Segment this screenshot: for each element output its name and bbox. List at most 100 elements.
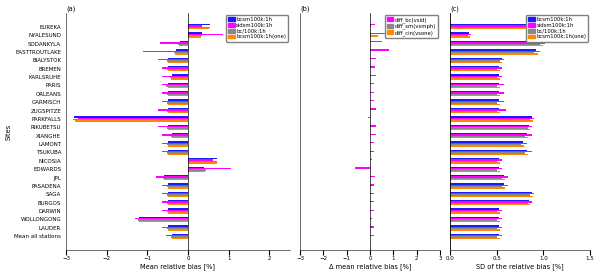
Bar (168, 104, 188, 105)
Bar (167, 228, 188, 229)
Bar (168, 192, 188, 193)
Bar (450, 225, 499, 227)
Bar (450, 150, 527, 151)
Bar (450, 62, 502, 63)
Bar (168, 99, 188, 101)
Bar (370, 25, 371, 27)
Bar (450, 211, 497, 213)
Legend: diff_bc(vsid), diff_sm(vsmph), diff_cin(vsone): diff_bc(vsid), diff_sm(vsmph), diff_cin(… (385, 15, 439, 38)
Bar (167, 94, 188, 95)
Bar (450, 171, 500, 172)
Bar (450, 186, 502, 187)
Bar (370, 58, 376, 59)
Bar (75, 120, 188, 122)
Bar (168, 91, 188, 92)
Bar (161, 210, 188, 211)
Bar (450, 177, 502, 179)
Bar (450, 228, 497, 229)
Bar (370, 75, 376, 76)
Bar (168, 183, 188, 185)
Bar (450, 217, 499, 218)
Bar (168, 150, 188, 151)
Bar (167, 127, 188, 129)
Bar (188, 24, 211, 25)
Bar (450, 74, 499, 76)
Bar (370, 125, 376, 127)
Bar (450, 36, 470, 38)
Bar (370, 209, 374, 211)
Bar (450, 58, 502, 59)
Bar (188, 36, 201, 38)
Bar (450, 145, 524, 147)
Bar (161, 67, 188, 69)
Bar (135, 218, 188, 219)
Bar (161, 143, 188, 144)
Bar (450, 119, 530, 120)
Bar (450, 141, 523, 143)
Bar (450, 33, 469, 34)
Bar (161, 227, 188, 228)
Bar (168, 141, 188, 143)
Bar (450, 154, 527, 155)
Bar (175, 53, 188, 55)
Bar (172, 233, 188, 235)
Bar (161, 134, 188, 136)
Bar (450, 126, 532, 127)
Bar (188, 25, 202, 27)
Bar (450, 196, 533, 197)
Bar (450, 151, 532, 152)
Bar (370, 134, 376, 135)
Bar (370, 159, 373, 160)
Bar (168, 83, 188, 84)
Bar (370, 235, 374, 236)
Bar (168, 225, 188, 227)
Bar (450, 99, 499, 101)
Bar (168, 229, 188, 230)
Bar (168, 66, 188, 67)
Text: (a): (a) (66, 6, 76, 12)
Bar (164, 179, 188, 180)
Bar (168, 204, 188, 205)
Bar (450, 221, 500, 222)
Bar (188, 169, 206, 171)
Bar (450, 193, 534, 194)
Bar (139, 219, 188, 221)
Bar (450, 158, 499, 160)
Bar (168, 125, 188, 126)
Bar (163, 177, 188, 179)
Bar (450, 203, 527, 204)
Bar (450, 76, 502, 77)
Bar (188, 166, 205, 168)
Bar (450, 87, 500, 88)
Bar (450, 200, 529, 201)
Bar (450, 127, 527, 129)
Bar (450, 34, 471, 35)
Bar (168, 112, 188, 113)
Bar (74, 116, 188, 118)
Bar (450, 91, 499, 92)
Y-axis label: Sites: Sites (5, 123, 11, 140)
Bar (78, 118, 188, 119)
Bar (450, 213, 500, 214)
Bar (161, 84, 188, 85)
Bar (170, 77, 188, 78)
Bar (161, 76, 188, 77)
Bar (450, 227, 502, 228)
Bar (73, 119, 188, 120)
Bar (171, 236, 188, 238)
Bar (370, 35, 378, 36)
Bar (450, 166, 499, 168)
Bar (450, 59, 505, 60)
Bar (450, 111, 497, 112)
Bar (450, 28, 533, 30)
Bar (450, 35, 468, 36)
Bar (355, 168, 370, 169)
Bar (450, 120, 533, 122)
Bar (450, 94, 497, 95)
Bar (450, 78, 500, 80)
Bar (450, 49, 536, 51)
Bar (450, 112, 500, 113)
Text: (b): (b) (300, 6, 310, 12)
Bar (370, 150, 374, 152)
Bar (167, 152, 188, 154)
